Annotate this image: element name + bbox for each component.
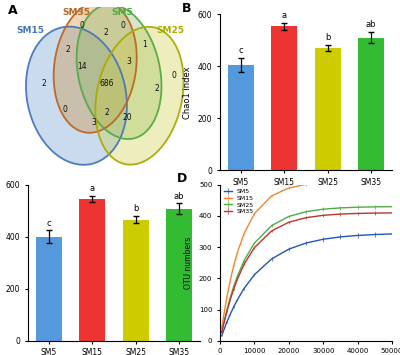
Text: 2: 2: [105, 108, 110, 117]
Text: ab: ab: [366, 20, 376, 29]
Text: 2: 2: [66, 45, 70, 54]
Ellipse shape: [54, 1, 137, 133]
Text: a: a: [90, 184, 95, 193]
Text: 0: 0: [79, 21, 84, 30]
Text: SM35: SM35: [62, 8, 90, 17]
Text: 2: 2: [103, 28, 108, 37]
Text: 0: 0: [171, 71, 176, 80]
Ellipse shape: [26, 27, 127, 165]
Text: B: B: [182, 2, 192, 15]
Text: ab: ab: [174, 192, 184, 201]
Text: SM5: SM5: [112, 8, 133, 17]
Ellipse shape: [95, 27, 184, 165]
Text: c: c: [46, 219, 51, 228]
Text: 20: 20: [123, 113, 132, 122]
Y-axis label: Chao1 index: Chao1 index: [183, 66, 192, 119]
Bar: [358, 38, 384, 170]
Text: b: b: [325, 33, 330, 42]
Text: 0: 0: [120, 21, 125, 30]
Text: 2: 2: [154, 84, 159, 93]
Ellipse shape: [77, 5, 162, 139]
Text: 0: 0: [62, 105, 67, 114]
Bar: [271, 26, 297, 170]
Bar: [315, 48, 341, 170]
Text: c: c: [238, 46, 243, 55]
Text: 3: 3: [127, 57, 132, 66]
Text: 14: 14: [77, 62, 86, 71]
Text: D: D: [177, 172, 187, 185]
Text: b: b: [133, 204, 138, 213]
Text: 686: 686: [100, 79, 114, 88]
Text: 3: 3: [91, 119, 96, 127]
Bar: [36, 237, 62, 341]
Y-axis label: OTU numbers: OTU numbers: [184, 236, 193, 289]
Text: SM25: SM25: [156, 27, 184, 36]
Text: 1: 1: [142, 40, 147, 49]
Text: 2: 2: [42, 79, 46, 88]
Text: SM15: SM15: [16, 27, 44, 36]
Text: A: A: [8, 4, 18, 17]
Legend: SM5, SM15, SM25, SM35: SM5, SM15, SM25, SM35: [223, 188, 255, 215]
Bar: [79, 199, 105, 341]
Bar: [123, 220, 149, 341]
Bar: [166, 208, 192, 341]
Text: a: a: [282, 11, 287, 20]
Bar: [228, 65, 254, 170]
